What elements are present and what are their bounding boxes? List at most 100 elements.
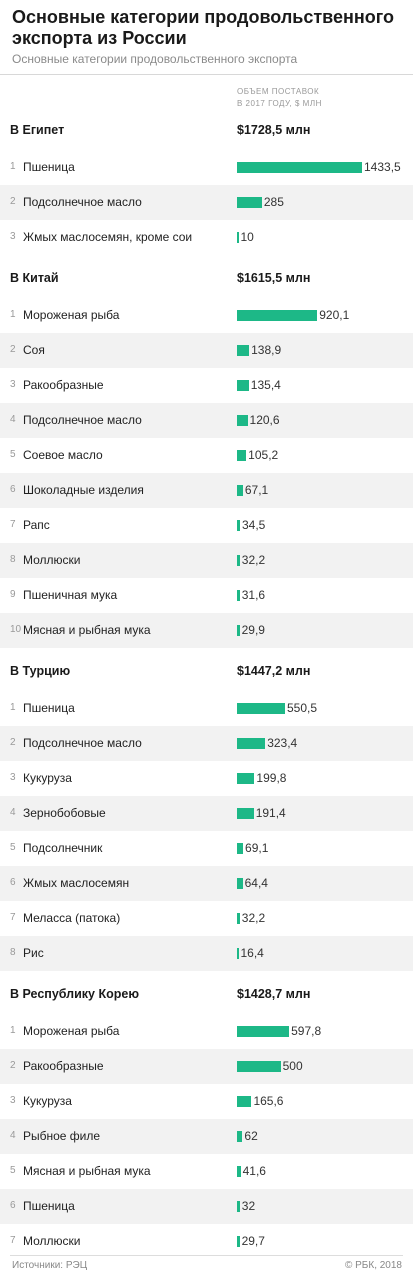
table-row: 3 Жмых маслосемян, кроме сои 10	[0, 220, 413, 255]
category-label: Соевое масло	[23, 448, 103, 462]
rank-number: 4	[10, 414, 16, 425]
bar-mark	[237, 232, 239, 243]
group-title: В Китай	[10, 271, 59, 285]
rank-number: 3	[10, 379, 16, 390]
bar-mark	[237, 625, 240, 636]
bar-mark	[237, 345, 250, 356]
rank-number: 8	[10, 947, 16, 958]
table-row: 4 Рыбное филе 62	[0, 1119, 413, 1154]
rank-number: 1	[10, 309, 16, 320]
value-label: 323,4	[267, 736, 298, 750]
value-label: 1433,5	[364, 160, 401, 174]
group-header: В Республику Корею $1428,7 млн	[0, 979, 413, 1014]
group-title: В Египет	[10, 123, 65, 137]
table-row: 3 Ракообразные 135,4	[0, 368, 413, 403]
category-label: Жмых маслосемян	[23, 876, 130, 890]
group-title: В Турцию	[10, 664, 71, 678]
divider	[10, 1255, 403, 1256]
category-label: Рис	[23, 946, 44, 960]
table-row: 2 Подсолнечное масло 323,4	[0, 726, 413, 761]
bar-mark	[237, 310, 318, 321]
rank-number: 3	[10, 231, 16, 242]
bar-mark	[237, 380, 249, 391]
bar-mark	[237, 843, 243, 854]
value-label: 120,6	[249, 413, 280, 427]
value-label: 32,2	[241, 911, 266, 925]
rank-number: 10	[10, 624, 22, 635]
category-label: Мороженая рыба	[23, 1024, 120, 1038]
table-row: 1 Пшеница 550,5	[0, 691, 413, 726]
rank-number: 6	[10, 484, 16, 495]
category-label: Жмых маслосемян, кроме сои	[23, 230, 193, 244]
value-label: 920,1	[319, 308, 350, 322]
rank-number: 7	[10, 1235, 16, 1246]
rank-number: 5	[10, 842, 16, 853]
bar-mark	[237, 162, 362, 173]
rank-number: 2	[10, 344, 16, 355]
table-row: 2 Ракообразные 500	[0, 1049, 413, 1084]
group-title: В Республику Корею	[10, 987, 140, 1001]
table-row: 7 Меласса (патока) 32,2	[0, 901, 413, 936]
table-row: 7 Рапс 34,5	[0, 508, 413, 543]
bar-mark	[237, 1236, 240, 1247]
bar-mark	[237, 878, 243, 889]
group-header: В Китай $1615,5 млн	[0, 263, 413, 298]
source-note: Источники: РЭЦ	[12, 1260, 88, 1271]
category-label: Соя	[23, 343, 45, 357]
category-label: Пшеница	[23, 160, 75, 174]
bar-mark	[237, 1201, 240, 1212]
table-row: 1 Мороженая рыба 597,8	[0, 1014, 413, 1049]
category-label: Пшеница	[23, 701, 75, 715]
rank-number: 1	[10, 161, 16, 172]
rank-number: 4	[10, 807, 16, 818]
rank-number: 1	[10, 702, 16, 713]
table-row: 6 Шоколадные изделия 67,1	[0, 473, 413, 508]
category-label: Ракообразные	[23, 378, 104, 392]
value-label: 29,9	[241, 623, 265, 637]
bar-mark	[237, 485, 243, 496]
rank-number: 7	[10, 912, 16, 923]
rank-number: 7	[10, 519, 16, 530]
value-label: 64,4	[244, 876, 268, 890]
table-row: 7 Моллюски 29,7	[0, 1224, 413, 1259]
rank-number: 3	[10, 1095, 16, 1106]
group-total: $1615,5 млн	[237, 271, 311, 285]
value-label: 32,2	[241, 553, 266, 567]
category-label: Подсолнечное масло	[23, 736, 142, 750]
value-label: 285	[263, 195, 284, 209]
category-label: Мороженая рыба	[23, 308, 120, 322]
bar-mark	[237, 1131, 243, 1142]
category-label: Рыбное филе	[23, 1129, 101, 1143]
table-row: 1 Пшеница 1433,5	[0, 150, 413, 185]
table-row: 5 Мясная и рыбная мука 41,6	[0, 1154, 413, 1189]
bar-mark	[237, 913, 240, 924]
table-row: 3 Кукуруза 199,8	[0, 761, 413, 796]
bar-mark	[237, 590, 240, 601]
value-label: 597,8	[291, 1024, 322, 1038]
rank-number: 4	[10, 1130, 16, 1141]
bar-mark	[237, 738, 266, 749]
bar-mark	[237, 555, 240, 566]
table-row: 6 Жмых маслосемян 64,4	[0, 866, 413, 901]
table-row: 8 Рис 16,4	[0, 936, 413, 971]
bar-mark	[237, 703, 285, 714]
category-label: Мясная и рыбная мука	[23, 623, 151, 637]
table-row: 5 Соевое масло 105,2	[0, 438, 413, 473]
category-label: Кукуруза	[23, 771, 72, 785]
bar-mark	[237, 948, 239, 959]
bar-mark	[237, 1026, 290, 1037]
category-label: Пшеница	[23, 1199, 75, 1213]
value-label: 16,4	[240, 946, 264, 960]
value-label: 10	[240, 230, 254, 244]
rank-number: 2	[10, 196, 16, 207]
table-row: 4 Зернобобовые 191,4	[0, 796, 413, 831]
copyright: © РБК, 2018	[344, 1260, 402, 1271]
table-row: 10 Мясная и рыбная мука 29,9	[0, 613, 413, 648]
table-row: 4 Подсолнечное масло 120,6	[0, 403, 413, 438]
value-label: 34,5	[242, 518, 266, 532]
group-header: В Египет $1728,5 млн	[0, 115, 413, 150]
column-header-line-2: В 2017 ГОДУ, $ МЛН	[237, 99, 322, 108]
page-subtitle: Основные категории продовольственного эк…	[12, 52, 298, 66]
column-header-line-1: ОБЪЕМ ПОСТАВОК	[237, 87, 320, 96]
rank-number: 8	[10, 554, 16, 565]
